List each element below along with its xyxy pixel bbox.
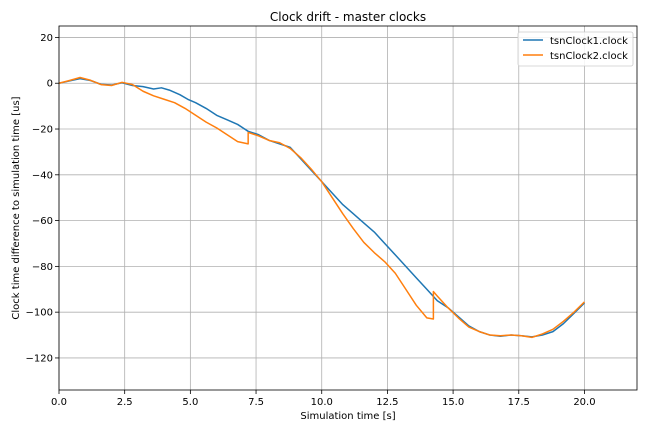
plot-area [59, 26, 637, 390]
x-tick-label: 7.5 [248, 397, 264, 408]
x-tick-label: 2.5 [117, 397, 133, 408]
y-tick-label: −60 [32, 216, 53, 227]
legend-box [517, 31, 634, 67]
x-tick-label: 5.0 [182, 397, 198, 408]
x-axis-label: Simulation time [s] [300, 411, 395, 422]
y-tick-label: 20 [40, 33, 53, 44]
x-tick-label: 20.0 [573, 397, 595, 408]
y-tick-label: −20 [32, 125, 53, 136]
y-tick-label: −80 [32, 262, 53, 273]
grid-lines [58, 26, 637, 390]
y-tick-label: −120 [26, 353, 53, 364]
y-tick-label: 0 [47, 79, 53, 90]
chart-title: Clock drift - master clocks [270, 10, 426, 24]
x-axis-ticks: 0.0 2.5 5.0 7.5 10.0 12.5 15.0 17.5 20.0 [51, 390, 596, 408]
x-tick-label: 10.0 [311, 397, 333, 408]
plot-frame [58, 25, 638, 391]
x-tick-label: 12.5 [376, 397, 398, 408]
x-tick-label: 0.0 [51, 397, 67, 408]
y-tick-label: −100 [26, 308, 53, 319]
legend-label-2: tsnClock2.clock [550, 51, 628, 62]
y-axis-ticks: −120 −100 −80 −60 −40 −20 0 20 [26, 33, 59, 364]
y-tick-label: −40 [32, 170, 53, 181]
series-line-2 [58, 76, 585, 339]
legend: tsnClock1.clock tsnClock2.clock [517, 31, 634, 67]
y-axis-label: Clock time difference to simulation time… [11, 96, 22, 319]
legend-label-1: tsnClock1.clock [550, 36, 628, 47]
series-lines [58, 76, 585, 339]
x-tick-label: 15.0 [442, 397, 464, 408]
x-tick-label: 17.5 [508, 397, 530, 408]
